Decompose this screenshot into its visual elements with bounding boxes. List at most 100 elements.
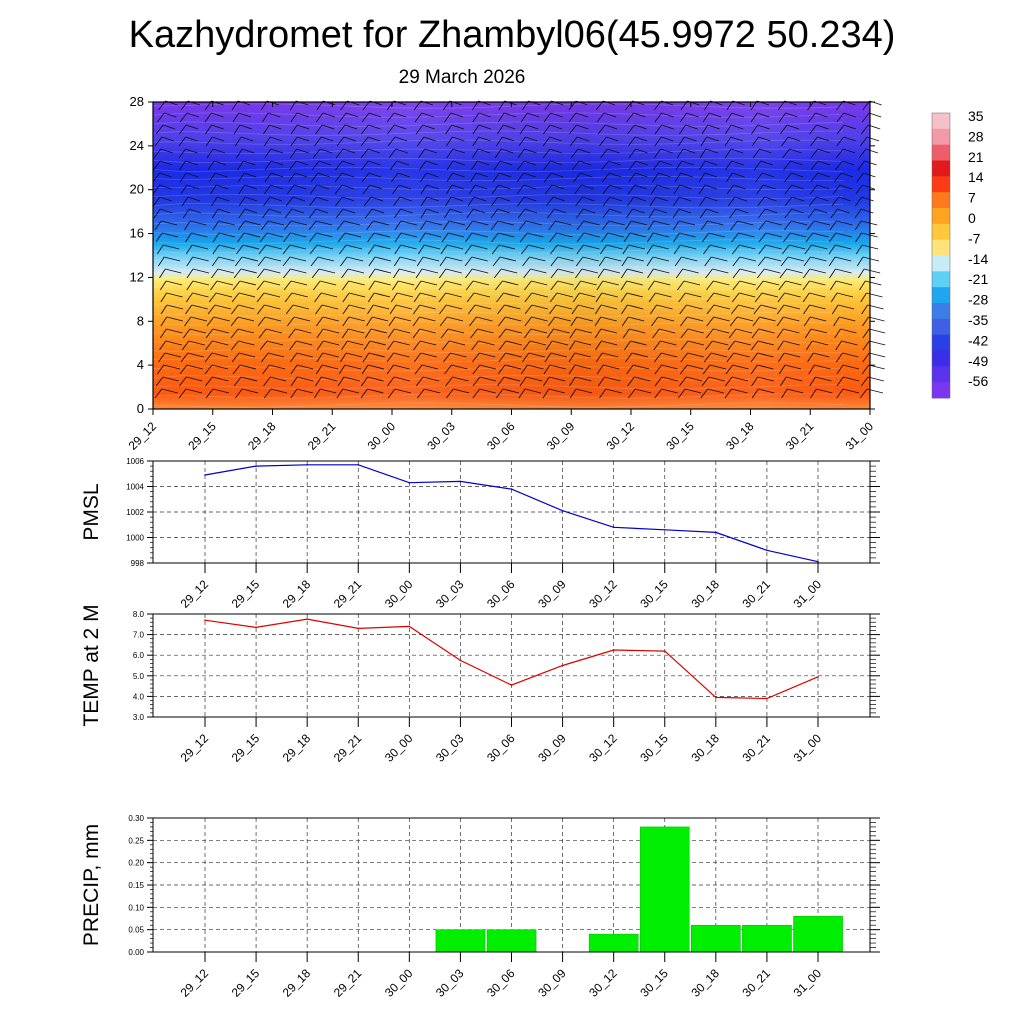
wind-barb-staff bbox=[444, 112, 452, 123]
wind-barb-staff bbox=[414, 364, 423, 375]
wind-barb-staff bbox=[263, 388, 272, 399]
wind-barb-flag bbox=[601, 292, 618, 298]
wind-barb-flag bbox=[265, 328, 283, 334]
wind-barb-staff bbox=[803, 256, 811, 267]
wind-barb-staff bbox=[152, 184, 160, 195]
wind-barb-flag bbox=[838, 196, 851, 202]
wind-barb-flag bbox=[498, 244, 516, 250]
wind-barb-flag bbox=[731, 112, 744, 118]
wind-barb-flag bbox=[239, 280, 257, 286]
wind-barb-staff bbox=[829, 268, 836, 279]
wind-barb-staff bbox=[654, 124, 663, 135]
wind-barb-flag bbox=[297, 376, 314, 382]
wind-barb-staff bbox=[783, 160, 791, 171]
wind-barb-staff bbox=[702, 112, 710, 123]
wind-barb-flag bbox=[160, 160, 173, 166]
wind-barb-flag bbox=[765, 208, 778, 214]
wind-barb-staff bbox=[290, 388, 298, 399]
wind-barb-staff bbox=[334, 184, 343, 195]
colorbar-label: -56 bbox=[968, 373, 988, 389]
wind-barb-flag bbox=[212, 136, 225, 142]
wind-barb-staff bbox=[205, 340, 213, 351]
wind-barb-staff bbox=[780, 256, 789, 267]
wind-barb-staff bbox=[363, 340, 371, 351]
wind-barb-staff bbox=[628, 172, 636, 183]
wind-barb-flag bbox=[576, 316, 593, 322]
wind-barb-flag bbox=[523, 172, 536, 178]
wind-barb-flag bbox=[583, 232, 600, 238]
heatmap-y-tick-label: 4 bbox=[137, 357, 144, 372]
wind-barb-flag bbox=[685, 388, 702, 394]
wind-barb-flag bbox=[603, 268, 621, 274]
wind-barb-staff bbox=[550, 280, 558, 291]
wind-barb-flag bbox=[473, 196, 487, 202]
wind-barb-staff bbox=[858, 148, 867, 159]
wind-barb-staff bbox=[207, 160, 215, 171]
contour-line bbox=[152, 248, 844, 254]
contour-line bbox=[152, 230, 844, 236]
pmsl-point bbox=[204, 474, 206, 476]
wind-barb-staff bbox=[570, 316, 578, 327]
wind-barb-staff bbox=[439, 256, 447, 267]
wind-barb-staff bbox=[597, 376, 605, 387]
wind-barb-staff bbox=[315, 316, 324, 327]
wind-barb-flag bbox=[347, 340, 364, 346]
wind-barb-staff bbox=[753, 160, 762, 171]
wind-barb-flag bbox=[367, 364, 385, 370]
wind-barb-flag bbox=[707, 388, 724, 394]
wind-barb-flag bbox=[419, 316, 436, 322]
wind-barb-flag bbox=[810, 328, 828, 334]
wind-barb-flag bbox=[816, 184, 830, 190]
wind-barb-staff bbox=[308, 208, 317, 219]
wind-barb-staff bbox=[286, 316, 295, 327]
wind-barb-flag bbox=[843, 376, 860, 382]
wind-barb-staff bbox=[757, 256, 766, 267]
wind-barb-flag bbox=[452, 148, 465, 154]
wind-barb-staff bbox=[367, 244, 375, 255]
wind-barb-flag bbox=[185, 160, 198, 166]
wind-barb-staff bbox=[732, 256, 741, 267]
wind-barb-staff bbox=[672, 196, 680, 207]
wind-barb-flag bbox=[757, 112, 770, 118]
wind-barb-staff bbox=[205, 388, 214, 399]
wind-barb-flag bbox=[707, 220, 724, 226]
wind-barb-staff bbox=[182, 328, 191, 339]
wind-barb-staff bbox=[237, 160, 244, 171]
wind-barb-staff bbox=[808, 196, 817, 207]
wind-barb-flag bbox=[448, 340, 466, 346]
wind-barb-flag bbox=[270, 148, 283, 154]
wind-barb-staff bbox=[594, 328, 602, 339]
wind-barb-staff bbox=[621, 304, 628, 315]
wind-barb-flag bbox=[608, 160, 621, 166]
wind-barb-flag bbox=[810, 316, 827, 322]
wind-barb-staff bbox=[290, 136, 298, 147]
colorbar-swatch bbox=[932, 366, 950, 383]
wind-barb-staff bbox=[393, 208, 401, 219]
temp-point bbox=[510, 684, 513, 686]
wind-barb-flag bbox=[632, 208, 645, 214]
wind-barb-flag bbox=[367, 148, 381, 154]
wind-barb-flag bbox=[687, 316, 704, 322]
wind-barb-staff bbox=[807, 352, 814, 363]
colorbar-label: -28 bbox=[968, 292, 988, 308]
wind-barb-flag bbox=[267, 220, 285, 226]
wind-barb-flag bbox=[368, 352, 386, 358]
wind-barb-flag bbox=[367, 136, 381, 142]
wind-barb-staff bbox=[472, 136, 479, 147]
wind-barb-staff bbox=[595, 292, 603, 303]
x-tick-label: 29_12 bbox=[178, 577, 212, 611]
wind-barb-flag bbox=[238, 352, 256, 358]
wind-barb-flag bbox=[686, 304, 703, 310]
wind-barb-flag bbox=[655, 196, 669, 202]
pmsl-point bbox=[306, 464, 309, 466]
contour-line bbox=[152, 347, 844, 354]
wind-barb-staff bbox=[420, 196, 428, 207]
wind-barb-staff bbox=[758, 232, 767, 243]
wind-barb-flag bbox=[447, 232, 465, 238]
wind-barb-staff bbox=[543, 160, 551, 171]
wind-barb-staff bbox=[472, 388, 481, 399]
wind-barb-staff bbox=[575, 196, 583, 207]
wind-barb-staff bbox=[602, 208, 610, 219]
wind-barb-staff bbox=[776, 328, 784, 339]
wind-barb-staff bbox=[549, 304, 557, 315]
